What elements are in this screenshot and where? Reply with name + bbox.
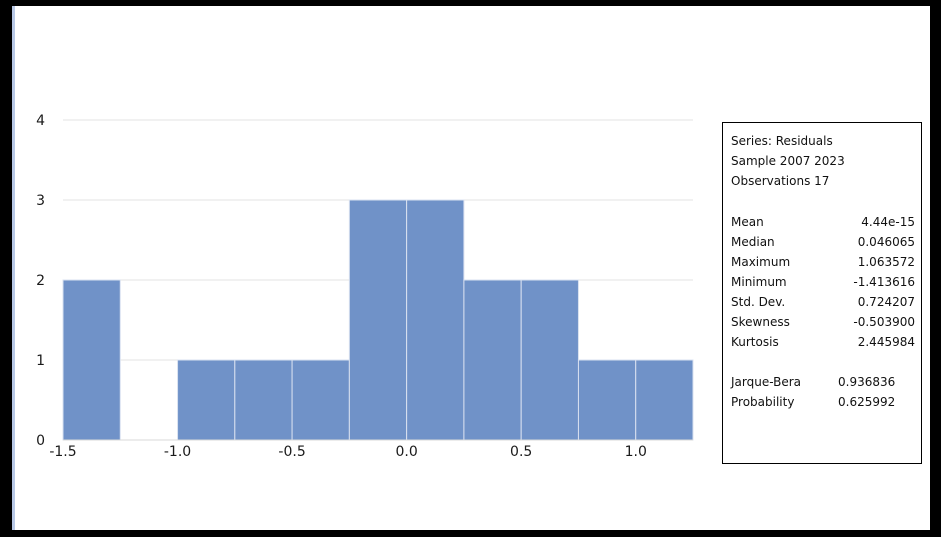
stat-label: Median <box>731 235 775 249</box>
y-tick-label: 1 <box>36 353 45 369</box>
histogram-bar <box>348 199 408 441</box>
histogram-bar <box>463 279 522 441</box>
stat-value: 0.724207 <box>857 295 915 309</box>
histogram-bar <box>635 359 694 441</box>
stat-value: 4.44e-15 <box>861 215 915 229</box>
histogram-bar <box>577 359 637 441</box>
chart-panel: 0 1 2 3 4 -1.5 -1.0 -0.5 0.0 0.5 1.0 Series: Resi… <box>12 6 930 530</box>
y-tick-label: 2 <box>36 273 45 289</box>
stat-value: 1.063572 <box>857 255 915 269</box>
stat-row-skewness: Skewness -0.503900 <box>731 312 921 332</box>
stat-value: -1.413616 <box>853 275 915 289</box>
stat-row-mean: Mean 4.44e-15 <box>731 212 921 232</box>
stat-value: 2.445984 <box>857 335 915 349</box>
histogram-bar <box>291 359 350 441</box>
y-tick-label: 0 <box>36 433 45 449</box>
y-tick-label: 4 <box>36 113 45 129</box>
statistics-box: Series: Residuals Sample 2007 2023 Obser… <box>722 122 922 464</box>
descriptive-stats: Mean 4.44e-15 Median 0.046065 Maximum 1.… <box>731 212 921 352</box>
stat-label: Minimum <box>731 275 787 289</box>
observations-label: Observations 17 <box>731 174 830 188</box>
stat-row-minimum: Minimum -1.413616 <box>731 272 921 292</box>
x-tick-label: -1.5 <box>49 444 76 460</box>
histogram-bars <box>62 199 694 441</box>
x-tick-labels: -1.5 -1.0 -0.5 0.0 0.5 1.0 <box>49 444 647 460</box>
y-tick-labels: 0 1 2 3 4 <box>36 113 45 449</box>
stat-row-probability: Probability 0.625992 <box>731 392 921 412</box>
stat-label: Jarque-Bera <box>731 375 802 389</box>
histogram-bar <box>234 359 293 441</box>
x-tick-label: -0.5 <box>278 444 305 460</box>
histogram-chart: 0 1 2 3 4 -1.5 -1.0 -0.5 0.0 0.5 1.0 <box>36 113 694 460</box>
histogram-bar <box>177 359 236 441</box>
stat-label: Probability <box>731 395 795 409</box>
histogram-bar <box>62 279 121 441</box>
stat-row-std-dev: Std. Dev. 0.724207 <box>731 292 921 312</box>
stat-value: -0.503900 <box>853 315 915 329</box>
stat-label: Maximum <box>731 255 791 269</box>
stat-value: 0.625992 <box>838 395 896 409</box>
sample-label: Sample 2007 2023 <box>731 154 845 168</box>
stat-label: Mean <box>731 215 764 229</box>
stat-label: Kurtosis <box>731 335 779 349</box>
x-tick-label: 0.5 <box>510 444 532 460</box>
stat-row-maximum: Maximum 1.063572 <box>731 252 921 272</box>
stat-row-kurtosis: Kurtosis 2.445984 <box>731 332 921 352</box>
stat-row-median: Median 0.046065 <box>731 232 921 252</box>
x-tick-label: 0.0 <box>396 444 418 460</box>
stat-label: Skewness <box>731 315 790 329</box>
stat-row-jarque-bera: Jarque-Bera 0.936836 <box>731 372 921 392</box>
y-tick-label: 3 <box>36 193 45 209</box>
histogram-bar <box>520 279 579 441</box>
x-tick-label: 1.0 <box>625 444 647 460</box>
stat-label: Std. Dev. <box>731 295 786 309</box>
stat-value: 0.936836 <box>838 375 896 389</box>
stat-value: 0.046065 <box>857 235 915 249</box>
x-tick-label: -1.0 <box>164 444 191 460</box>
histogram-bar <box>406 199 465 441</box>
series-label: Series: Residuals <box>731 134 833 148</box>
